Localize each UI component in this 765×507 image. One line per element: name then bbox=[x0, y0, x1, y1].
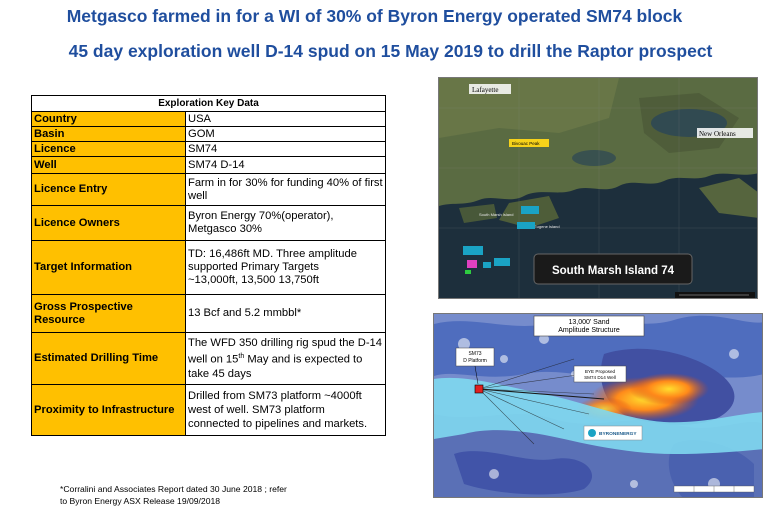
sm73-platform-marker bbox=[474, 384, 484, 394]
byron-energy-logo-icon bbox=[588, 429, 596, 437]
infra-line3: connected to pipelines and markets. bbox=[188, 418, 368, 430]
timing-text-part2: May and is expected to take 45 days bbox=[188, 353, 363, 380]
block-marker-5 bbox=[483, 262, 491, 268]
location-map: Lafayette New Orleans Bivouac Peak South… bbox=[438, 77, 758, 299]
table-row-estimated-drilling-time: Estimated Drilling Time The WFD 350 dril… bbox=[31, 332, 386, 385]
block-marker-4 bbox=[494, 258, 510, 266]
table-row-country: Country USA bbox=[31, 111, 386, 127]
row-value: TD: 16,486ft MD. Three amplitude support… bbox=[185, 240, 386, 295]
row-label: Proximity to Infrastructure bbox=[31, 384, 186, 436]
bivouac-peak-marker bbox=[509, 139, 549, 147]
row-value: GOM bbox=[185, 126, 386, 142]
row-label: Licence bbox=[31, 141, 186, 157]
target-line3: ~13,000ft, 13,500 13,750ft bbox=[188, 274, 319, 286]
target-line2: supported Primary Targets bbox=[188, 261, 319, 273]
sm74-block-marker bbox=[467, 260, 477, 268]
amplitude-map-header-box bbox=[533, 315, 645, 337]
table-row-target-information: Target Information TD: 16,486ft MD. Thre… bbox=[31, 240, 386, 295]
row-label: Licence Owners bbox=[31, 205, 186, 241]
slide-title-line1: Metgasco farmed in for a WI of 30% of By… bbox=[66, 6, 683, 26]
table-header: Exploration Key Data bbox=[31, 95, 386, 112]
table-row-licence-owners: Licence Owners Byron Energy 70%(operator… bbox=[31, 205, 386, 241]
lafayette-label: Lafayette bbox=[472, 86, 498, 94]
row-value: SM74 D-14 bbox=[185, 156, 386, 174]
block-marker-2 bbox=[517, 222, 535, 229]
table-row-licence: Licence SM74 bbox=[31, 141, 386, 157]
row-label: Country bbox=[31, 111, 186, 127]
row-label: Licence Entry bbox=[31, 173, 186, 206]
platform-marker bbox=[465, 270, 471, 274]
lafayette-label-bg bbox=[469, 84, 511, 94]
byron-energy-logo bbox=[583, 425, 643, 441]
row-value: USA bbox=[185, 111, 386, 127]
row-value: The WFD 350 drilling rig spud the D-14 w… bbox=[185, 332, 386, 385]
south-marsh-island-74-label-box bbox=[533, 253, 693, 285]
table-header-row: Exploration Key Data bbox=[31, 95, 386, 112]
row-value: Farm in for 30% for funding 40% of first… bbox=[185, 173, 386, 206]
amplitude-channel bbox=[434, 377, 762, 454]
row-value: Byron Energy 70%(operator), Metgasco 30% bbox=[185, 205, 386, 241]
location-map-image: Lafayette New Orleans Bivouac Peak South… bbox=[439, 78, 757, 298]
footnote: *Corralini and Associates Report dated 3… bbox=[60, 484, 287, 507]
bivouac-peak-label: Bivouac Peak bbox=[512, 141, 540, 146]
new-orleans-label: New Orleans bbox=[699, 130, 736, 138]
slide-title-line2: 45 day exploration well D-14 spud on 15 … bbox=[68, 41, 713, 61]
block-marker-3 bbox=[463, 246, 483, 255]
eugene-island-label: Eugene Island bbox=[534, 224, 560, 229]
row-label: Target Information bbox=[31, 240, 186, 295]
infra-line1: Drilled from SM73 platform ~4000ft bbox=[188, 390, 362, 402]
sm73-label-line1: SM73 bbox=[468, 351, 481, 357]
row-value: 13 Bcf and 5.2 mmbbl* bbox=[185, 294, 386, 333]
exploration-key-data-table: Exploration Key Data Country USA Basin G… bbox=[31, 95, 386, 436]
south-marsh-island-label: South Marsh Island bbox=[479, 212, 513, 217]
south-marsh-island-74-label: South Marsh Island 74 bbox=[552, 265, 675, 277]
table-row-gross-prospective-resource: Gross Prospective Resource 13 Bcf and 5.… bbox=[31, 294, 386, 333]
well-label-line1: BYE Proposed bbox=[585, 369, 616, 374]
well-label-box bbox=[573, 365, 627, 383]
amplitude-map-header-line2: Amplitude Structure bbox=[558, 327, 620, 334]
new-orleans-label-bg bbox=[697, 128, 753, 138]
owners-line1: Byron Energy 70%(operator), bbox=[188, 210, 334, 222]
block-marker-1 bbox=[521, 206, 539, 214]
row-value: Drilled from SM73 platform ~4000ft west … bbox=[185, 384, 386, 436]
footnote-line2: to Byron Energy ASX Release 19/09/2018 bbox=[60, 495, 221, 506]
table-row-licence-entry: Licence Entry Farm in for 30% for fundin… bbox=[31, 173, 386, 206]
table-row-basin: Basin GOM bbox=[31, 126, 386, 142]
amplitude-map-header-line1: 13,000' Sand bbox=[568, 319, 609, 326]
well-trajectory bbox=[478, 388, 605, 400]
row-label: Basin bbox=[31, 126, 186, 142]
amplitude-structure-map: 13,000' Sand Amplitude Structure SM73 D … bbox=[433, 313, 763, 498]
sm73-label-line2: D Platform bbox=[463, 358, 487, 364]
target-line1: TD: 16,486ft MD. Three amplitude bbox=[188, 248, 357, 260]
table-row-proximity-to-infrastructure: Proximity to Infrastructure Drilled from… bbox=[31, 384, 386, 436]
timing-text-part1: The WFD 350 drilling rig spud the D-14 w… bbox=[188, 337, 383, 366]
owners-line2: Metgasco 30% bbox=[188, 223, 263, 235]
infra-line2: west of well. SM73 platform bbox=[188, 404, 325, 416]
row-label: Estimated Drilling Time bbox=[31, 332, 186, 385]
timing-superscript: th bbox=[238, 353, 245, 361]
table-row-well: Well SM74 D-14 bbox=[31, 156, 386, 174]
byron-energy-logo-text: BYRONENERGY bbox=[599, 431, 637, 437]
row-label: Gross Prospective Resource bbox=[31, 294, 186, 333]
well-label-line2: SM74 D14 Well bbox=[584, 375, 616, 380]
amplitude-map-image: 13,000' Sand Amplitude Structure SM73 D … bbox=[434, 314, 762, 497]
row-value: SM74 bbox=[185, 141, 386, 157]
footnote-line1: *Corralini and Associates Report dated 3… bbox=[60, 484, 287, 494]
row-label: Well bbox=[31, 156, 186, 174]
